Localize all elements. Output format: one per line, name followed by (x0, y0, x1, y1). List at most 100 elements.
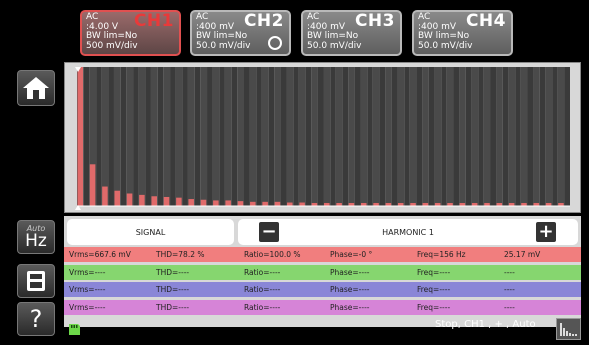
spectrum-plot (75, 67, 570, 210)
spectrum-column (367, 67, 373, 206)
spectrum-column (224, 67, 232, 206)
harmonic-bar (336, 203, 342, 206)
harmonic-bar (545, 203, 552, 206)
spectrum-column (416, 67, 423, 206)
ch3-div: 50.0 mV/div (307, 40, 362, 51)
spectrum-column (342, 67, 349, 206)
vrms-value: Vrms=---- (69, 268, 106, 277)
spectrum-column (465, 67, 472, 206)
spectrum-column (293, 67, 299, 206)
memory-button[interactable] (17, 264, 55, 298)
spectrum-column (194, 67, 201, 206)
home-icon (23, 77, 49, 99)
spectrum-column (527, 67, 534, 206)
harmonic-bar (434, 203, 441, 206)
ch2-bw: BW lim=No (196, 31, 248, 41)
spectrum-column (170, 67, 176, 206)
table-row: Vrms=667.6 mV THD=78.2 % Ratio=100.0 % P… (64, 247, 581, 262)
spectrum-column (335, 67, 343, 206)
next-harmonic-button[interactable]: + (536, 222, 556, 242)
spectrum-column (520, 67, 528, 206)
spectrum-mini-icon (560, 323, 577, 336)
spectrum-column (126, 67, 134, 206)
ratio-value: Ratio=---- (244, 303, 281, 312)
harmonic-bar (200, 199, 207, 206)
harmonic-header-label: HARMONIC 1 (382, 227, 434, 237)
vrms-value: Vrms=667.6 mV (69, 250, 131, 259)
ch3-bw: BW lim=No (307, 31, 359, 41)
ch2-coupling: AC (196, 12, 209, 22)
spectrum-column (305, 67, 312, 206)
ch4-coupling: AC (418, 12, 431, 22)
harmonic-bar (410, 203, 416, 206)
ch4-div: 50.0 mV/div (418, 40, 473, 51)
spectrum-column (212, 67, 220, 206)
spectrum-column (231, 67, 238, 206)
spectrum-graph[interactable] (64, 62, 581, 213)
ch1-button[interactable]: AC :4.00 V BW lim=No 500 mV/div CH1 (80, 10, 181, 56)
status-text: Stop, CH1 , + , Auto (435, 319, 536, 330)
ch2-div: 50.0 mV/div (196, 40, 251, 51)
home-button[interactable] (17, 70, 55, 106)
sd-card-icon (69, 324, 80, 335)
spectrum-column (138, 67, 146, 206)
spectrum-column (471, 67, 479, 206)
spectrum-column (187, 67, 195, 206)
harmonic-bar (533, 203, 540, 206)
spectrum-column (441, 67, 447, 206)
ch1-coupling: AC (86, 12, 99, 22)
help-button[interactable]: ? (17, 302, 55, 336)
spectrum-column (323, 67, 331, 206)
spectrum-column (409, 67, 417, 206)
spectrum-column (428, 67, 435, 206)
harmonic-bar (77, 67, 84, 206)
cursor-marker-top (75, 67, 81, 72)
harmonic-bar (373, 203, 379, 206)
previous-harmonic-button[interactable]: − (259, 222, 279, 242)
harmonic-bar (385, 203, 392, 206)
spectrum-column (348, 67, 355, 206)
harmonic-bar (324, 203, 330, 206)
ch4-bw: BW lim=No (418, 31, 470, 41)
spectrum-column (515, 67, 521, 206)
spectrum-mini-button[interactable] (556, 318, 581, 340)
harmonic-bar (422, 203, 429, 206)
table-row: Vrms=---- THD=---- Ratio=---- Phase=----… (64, 265, 581, 280)
freq-value: Freq=---- (417, 285, 451, 294)
harmonic-bar (558, 203, 564, 206)
harmonic-bar (262, 201, 268, 206)
spectrum-column (385, 67, 392, 206)
auto-hz-button[interactable]: Auto Hz (17, 220, 55, 254)
measurement-table: SIGNAL HARMONIC 1 − + Vrms=667.6 mV THD=… (64, 216, 581, 327)
spectrum-column (404, 67, 410, 206)
ch4-range: :400 mV (418, 21, 456, 32)
spectrum-column (422, 67, 429, 206)
thd-value: THD=---- (156, 285, 190, 294)
spectrum-column (89, 67, 97, 206)
harmonic-bar (213, 200, 219, 206)
spectrum-column (163, 67, 171, 206)
spectrum-column (317, 67, 324, 206)
help-icon: ? (29, 305, 43, 333)
spectrum-column (219, 67, 225, 206)
ch2-button[interactable]: AC :400 mV BW lim=No 50.0 mV/div CH2 (190, 10, 291, 56)
spectrum-column (379, 67, 386, 206)
harmonic-bar (176, 197, 182, 206)
spectrum-column (434, 67, 442, 206)
ch4-button[interactable]: AC :400 mV BW lim=No 50.0 mV/div CH4 (412, 10, 513, 56)
freq-value: Freq=---- (417, 268, 451, 277)
spectrum-column (182, 67, 188, 206)
ch3-range: :400 mV (307, 21, 345, 32)
amplitude-value: ---- (504, 268, 515, 277)
spectrum-column (237, 67, 245, 206)
spectrum-column (150, 67, 158, 206)
spectrum-column (330, 67, 336, 206)
ch1-div: 500 mV/div (86, 40, 138, 51)
spectrum-column (391, 67, 398, 206)
spectrum-column (557, 67, 565, 206)
phase-value: Phase=---- (330, 268, 370, 277)
ch3-button[interactable]: AC :400 mV BW lim=No 50.0 mV/div CH3 (301, 10, 402, 56)
harmonic-bar (311, 203, 318, 206)
harmonic-bar (163, 196, 170, 206)
amplitude-value: ---- (504, 303, 515, 312)
